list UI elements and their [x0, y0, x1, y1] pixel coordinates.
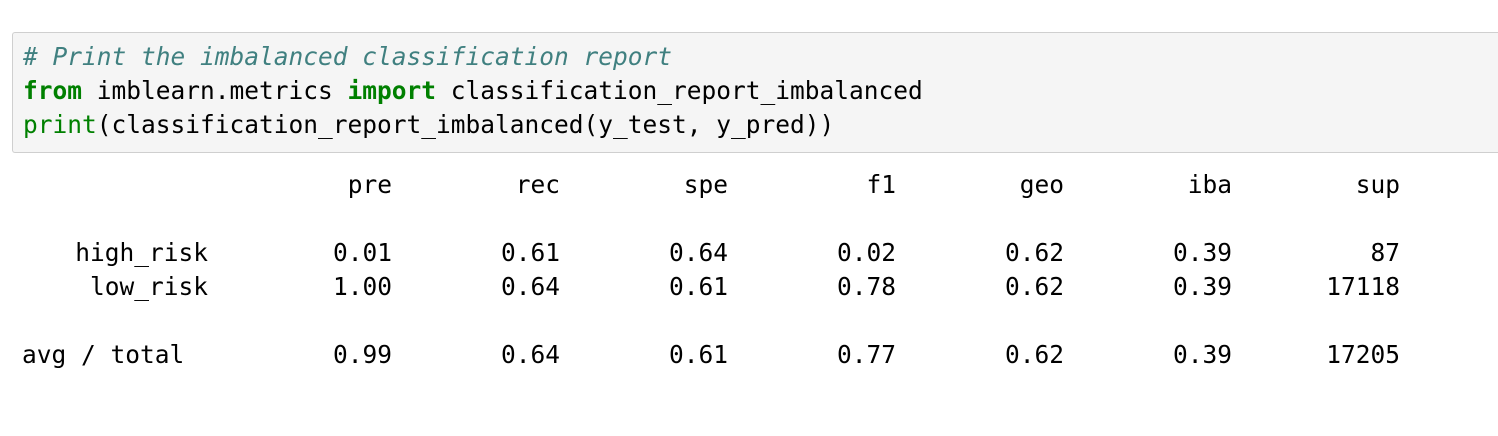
- value-rec: 0.64: [500, 272, 560, 301]
- row-label: avg / total: [22, 340, 185, 369]
- module-name: imblearn.metrics: [82, 76, 348, 105]
- code-line-import: from imblearn.metrics import classificat…: [23, 74, 923, 108]
- value-spe: 0.64: [668, 238, 728, 267]
- value-rec: 0.61: [500, 238, 560, 267]
- value-f1: 0.78: [836, 272, 896, 301]
- keyword-from: from: [23, 76, 83, 105]
- report-row-avg-total: avg / total 0.99 0.64 0.61 0.77 0.62 0.3…: [22, 338, 1462, 372]
- code-comment: # Print the imbalanced classification re…: [23, 42, 673, 71]
- print-args: (classification_report_imbalanced(y_test…: [96, 110, 835, 139]
- value-iba: 0.39: [1172, 340, 1232, 369]
- header-spe: spe: [683, 170, 728, 199]
- value-iba: 0.39: [1172, 272, 1232, 301]
- value-spe: 0.61: [668, 340, 728, 369]
- report-row-low-risk: low_risk 1.00 0.64 0.61 0.78 0.62 0.39 1…: [22, 270, 1462, 304]
- imported-name: classification_report_imbalanced: [436, 76, 923, 105]
- header-geo: geo: [1019, 170, 1064, 199]
- value-pre: 0.01: [332, 238, 392, 267]
- value-geo: 0.62: [1004, 272, 1064, 301]
- keyword-import: import: [347, 76, 437, 105]
- value-geo: 0.62: [1004, 340, 1064, 369]
- value-f1: 0.77: [836, 340, 896, 369]
- header-rec: rec: [515, 170, 560, 199]
- value-sup: 17205: [1326, 340, 1400, 369]
- code-line-comment: # Print the imbalanced classification re…: [23, 40, 672, 74]
- code-line-print: print(classification_report_imbalanced(y…: [23, 108, 834, 142]
- row-label: low_risk: [89, 272, 208, 301]
- value-spe: 0.61: [668, 272, 728, 301]
- value-pre: 0.99: [332, 340, 392, 369]
- report-header-row: pre rec spe f1 geo iba sup: [22, 168, 1462, 202]
- header-iba: iba: [1187, 170, 1232, 199]
- builtin-print: print: [23, 110, 97, 139]
- row-label: high_risk: [75, 238, 208, 267]
- header-f1: f1: [866, 170, 896, 199]
- cell-output: pre rec spe f1 geo iba sup high_risk 0.0…: [22, 168, 1462, 398]
- value-sup: 17118: [1326, 272, 1400, 301]
- value-pre: 1.00: [332, 272, 392, 301]
- value-sup: 87: [1370, 238, 1400, 267]
- report-row-high-risk: high_risk 0.01 0.61 0.64 0.02 0.62 0.39 …: [22, 236, 1462, 270]
- value-rec: 0.64: [500, 340, 560, 369]
- code-cell[interactable]: # Print the imbalanced classification re…: [12, 32, 1498, 153]
- header-pre: pre: [347, 170, 392, 199]
- value-iba: 0.39: [1172, 238, 1232, 267]
- header-sup: sup: [1355, 170, 1400, 199]
- value-f1: 0.02: [836, 238, 896, 267]
- value-geo: 0.62: [1004, 238, 1064, 267]
